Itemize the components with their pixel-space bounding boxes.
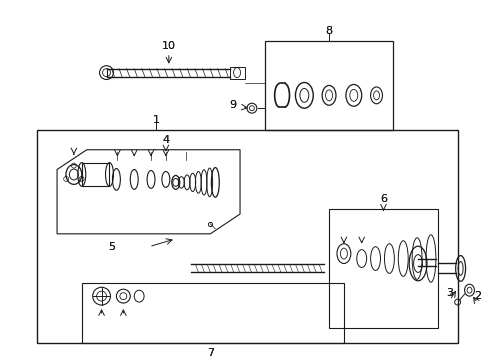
Text: 1: 1 [152, 115, 159, 125]
Text: 3: 3 [446, 288, 452, 298]
Bar [37, 130, 457, 343]
Text: 10: 10 [162, 41, 176, 51]
Text: 2: 2 [473, 291, 480, 301]
Text: 6: 6 [379, 194, 386, 204]
Text: 9: 9 [229, 100, 236, 110]
Text: 5: 5 [108, 242, 115, 252]
Text: 4: 4 [162, 135, 169, 145]
Text: 1: 1 [152, 115, 159, 125]
Text: 8: 8 [325, 26, 332, 36]
Text: 5: 5 [108, 242, 115, 252]
Bar [230, 67, 244, 78]
Text: 8: 8 [325, 26, 332, 36]
Bar [81, 163, 109, 186]
Text: 3: 3 [446, 288, 452, 298]
Bar [264, 41, 392, 130]
Text: 9: 9 [229, 100, 236, 110]
Bar [81, 283, 343, 343]
Text: 4: 4 [162, 135, 169, 145]
Text: 10: 10 [162, 41, 176, 51]
Text: 6: 6 [379, 194, 386, 204]
Bar [328, 209, 437, 328]
Text: 7: 7 [206, 347, 214, 357]
Text: 2: 2 [473, 291, 480, 301]
Text: 7: 7 [206, 347, 214, 357]
